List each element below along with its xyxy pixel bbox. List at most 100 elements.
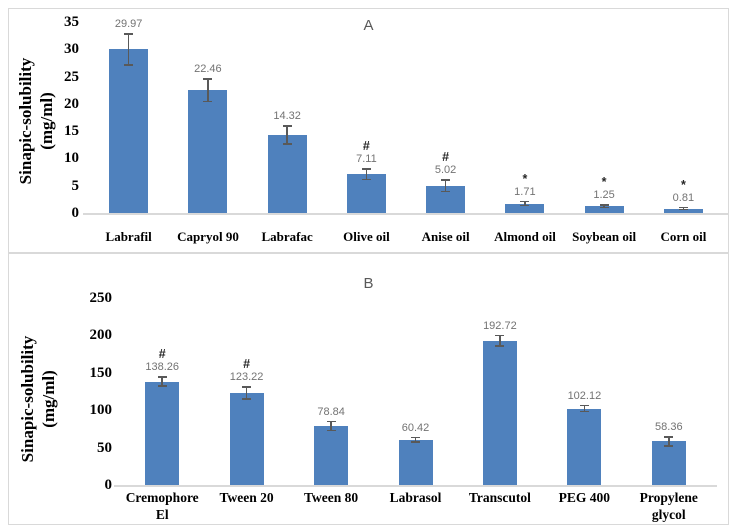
category-label: Tween 20 [219,490,274,505]
bar [314,426,349,485]
category-label: Anise oil [421,229,470,244]
value-label: 29.97 [114,18,143,31]
bar [188,90,228,213]
category-label: Propylene glycol [639,490,698,522]
category-label: Cremophore El [125,490,199,522]
error-bar [682,206,685,211]
panel-a: A Sinapic-solubility (mg/ml) 0 5 10 15 20 25 30… [8,8,729,253]
category-label: PEG 400 [558,490,610,505]
value-label: 123.22 [229,371,264,384]
error-bar [365,168,368,181]
error-bar-cap-bottom [124,64,134,66]
y-tick-label: 100 [89,402,113,419]
significance-marker: # [362,139,370,154]
error-bar-cap-bottom [326,429,336,432]
value-label: 1.25 [593,189,615,201]
error-bar-cap-bottom [242,398,252,400]
value-label: 22.46 [194,63,222,76]
error-bar [286,125,288,145]
category-label: Labrasol [389,490,442,505]
category-label: Tween 80 [304,490,359,505]
significance-marker: * [522,171,528,186]
value-label: 5.02 [434,164,457,177]
error-bar-cap-top [579,404,589,407]
y-tick-label: 15 [64,123,79,140]
error-bar-cap-top [441,179,451,181]
error-bar-cap-bottom [520,204,530,207]
error-bar [583,404,586,413]
y-tick-label: 150 [89,364,113,381]
error-bar-cap-bottom [678,208,688,211]
value-label: 102.12 [567,389,602,402]
x-axis-line [114,485,717,487]
significance-marker: # [158,347,166,362]
panel-a-letter: A [363,17,374,34]
y-tick-label: 25 [64,68,79,85]
x-axis-line [83,213,729,215]
value-label: 78.84 [317,405,345,418]
error-bar [444,179,447,193]
bar [109,49,149,213]
error-bar-cap-top [282,125,292,127]
bar [584,206,624,213]
error-bar-cap-bottom [203,100,213,103]
error-bar-cap-bottom [411,441,420,443]
y-tick-label: 35 [64,14,79,30]
bar [398,439,433,485]
category-label: Capryol 90 [177,229,239,244]
category-label: Labrafil [105,229,152,244]
bar [651,441,686,485]
error-bar [668,436,670,447]
value-label: 58.36 [655,421,683,434]
error-bar [414,436,417,443]
y-tick-label: 5 [71,177,80,194]
error-bar-cap-top [520,200,530,203]
value-label: 14.32 [273,110,301,122]
value-label: 60.42 [401,421,430,434]
significance-marker: # [442,150,450,165]
panel-b-letter: B [363,275,374,292]
bar [505,203,545,213]
significance-marker: * [601,175,607,189]
y-tick-label: 0 [104,477,113,493]
category-label: Corn oil [660,229,707,244]
category-label: Soybean oil [572,229,637,244]
value-label: 1.71 [514,185,536,198]
y-tick-label: 30 [64,41,79,58]
error-bar-cap-bottom [579,410,589,413]
error-bar-cap-bottom [599,206,609,209]
error-bar-cap-top [599,204,609,206]
error-bar [330,420,332,432]
error-bar [245,386,248,400]
panel-b: B Sinapic-solubility (mg/ml) 0 50 100 150 200… [8,253,729,525]
error-bar-cap-bottom [664,445,674,447]
error-bar-cap-bottom [282,143,292,145]
error-bar-cap-top [361,168,371,170]
error-bar [161,376,163,387]
y-tick-label: 50 [97,439,112,456]
value-label: 7.11 [356,153,377,166]
significance-marker: # [243,357,251,372]
y-tick-label: 20 [64,95,79,112]
error-bar-cap-bottom [361,178,371,181]
error-bar [207,78,209,103]
y-axis-title-b: Sinapic-solubility (mg/ml) [17,294,59,504]
error-bar-cap-bottom [495,345,505,347]
error-bar-cap-top [157,376,167,378]
bar [267,134,307,213]
error-bar-cap-top [678,206,688,209]
bar [663,208,703,213]
bar [482,340,517,485]
significance-marker: * [680,177,686,192]
error-bar-cap-top [326,420,336,423]
y-tick-label: 10 [64,150,79,167]
error-bar [127,33,130,66]
bar [145,381,180,485]
bar [346,174,386,213]
y-tick-label: 250 [89,290,113,306]
category-label: Labrafac [261,229,313,244]
category-label: Almond oil [494,229,556,244]
error-bar-cap-top [411,436,420,439]
value-label: 138.26 [145,361,180,374]
